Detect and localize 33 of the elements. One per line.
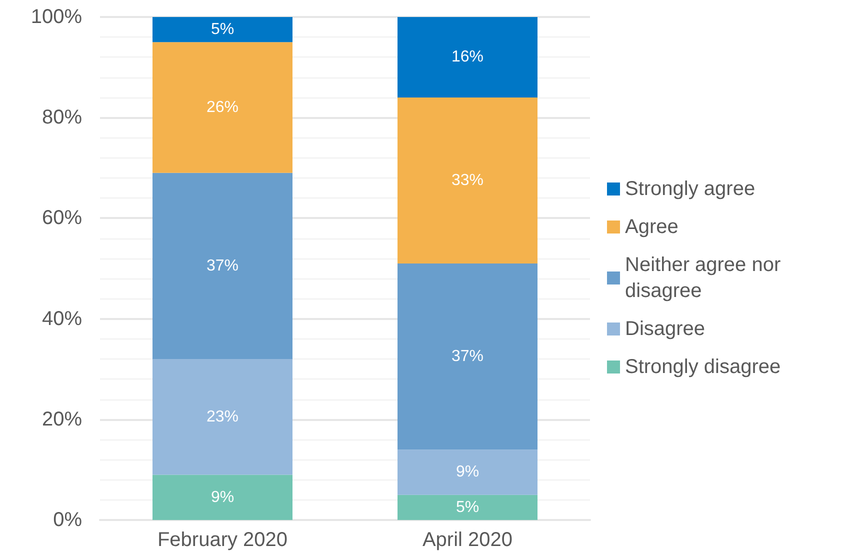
data-label: 37% (451, 348, 484, 366)
bar (398, 263, 538, 450)
bar (152, 474, 292, 520)
data-label: 23% (206, 408, 239, 426)
data-label: 5% (456, 498, 480, 516)
y-tick-label: 0% (53, 509, 82, 531)
y-tick-label: 60% (42, 207, 82, 230)
y-tick-label: 20% (42, 408, 82, 430)
bar (398, 97, 538, 264)
x-tick-label: February 2020 (157, 529, 288, 551)
legend-label: Agree (625, 216, 678, 238)
y-tick-label: 100% (30, 6, 82, 28)
bar (152, 359, 292, 475)
bar (152, 17, 292, 42)
legend-label: Disagree (625, 318, 706, 340)
data-label: 26% (206, 99, 239, 116)
bar (398, 17, 538, 98)
bar (398, 494, 538, 520)
data-label: 9% (456, 464, 480, 481)
data-label: 5% (210, 21, 234, 38)
data-label: 37% (206, 257, 239, 274)
bar (398, 450, 538, 495)
data-label: 16% (451, 48, 484, 66)
data-label: 9% (210, 488, 234, 506)
bar (152, 172, 292, 360)
legend-label: Strongly disagree (625, 356, 781, 378)
data-label: 33% (451, 172, 484, 189)
legend-label: Neither agree nor disagree (625, 254, 786, 302)
y-tick-label: 40% (42, 308, 82, 330)
x-tick-label: April 2020 (422, 529, 513, 551)
legend-label: Strongly agree (625, 178, 756, 200)
y-tick-label: 80% (42, 106, 82, 129)
bar (152, 42, 292, 173)
